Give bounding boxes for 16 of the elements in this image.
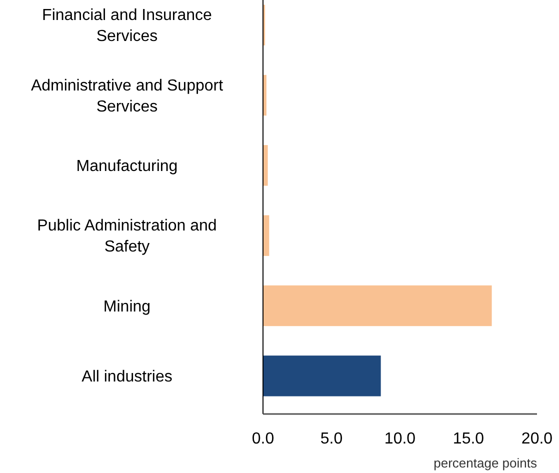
x-tick-label: 15.0 bbox=[452, 430, 484, 448]
x-tick-label: 10.0 bbox=[384, 430, 416, 448]
bar bbox=[263, 145, 268, 186]
y-tick-label: Manufacturing bbox=[76, 158, 178, 176]
y-tick-label: Public Administration and Safety bbox=[37, 218, 217, 256]
x-axis-title: percentage points bbox=[434, 456, 538, 471]
y-tick-label: Mining bbox=[103, 298, 151, 316]
y-tick-label: All industries bbox=[82, 368, 172, 386]
bar bbox=[263, 215, 270, 256]
y-tick-label: Administrative and Support Services bbox=[30, 77, 224, 116]
x-tick-label: 20.0 bbox=[521, 430, 553, 448]
bar bbox=[263, 356, 381, 396]
x-tick-label: 5.0 bbox=[320, 430, 343, 448]
bar bbox=[263, 285, 492, 326]
y-tick-label: Financial and Insurance Services bbox=[42, 7, 212, 46]
x-tick-label: 0.0 bbox=[252, 430, 274, 448]
